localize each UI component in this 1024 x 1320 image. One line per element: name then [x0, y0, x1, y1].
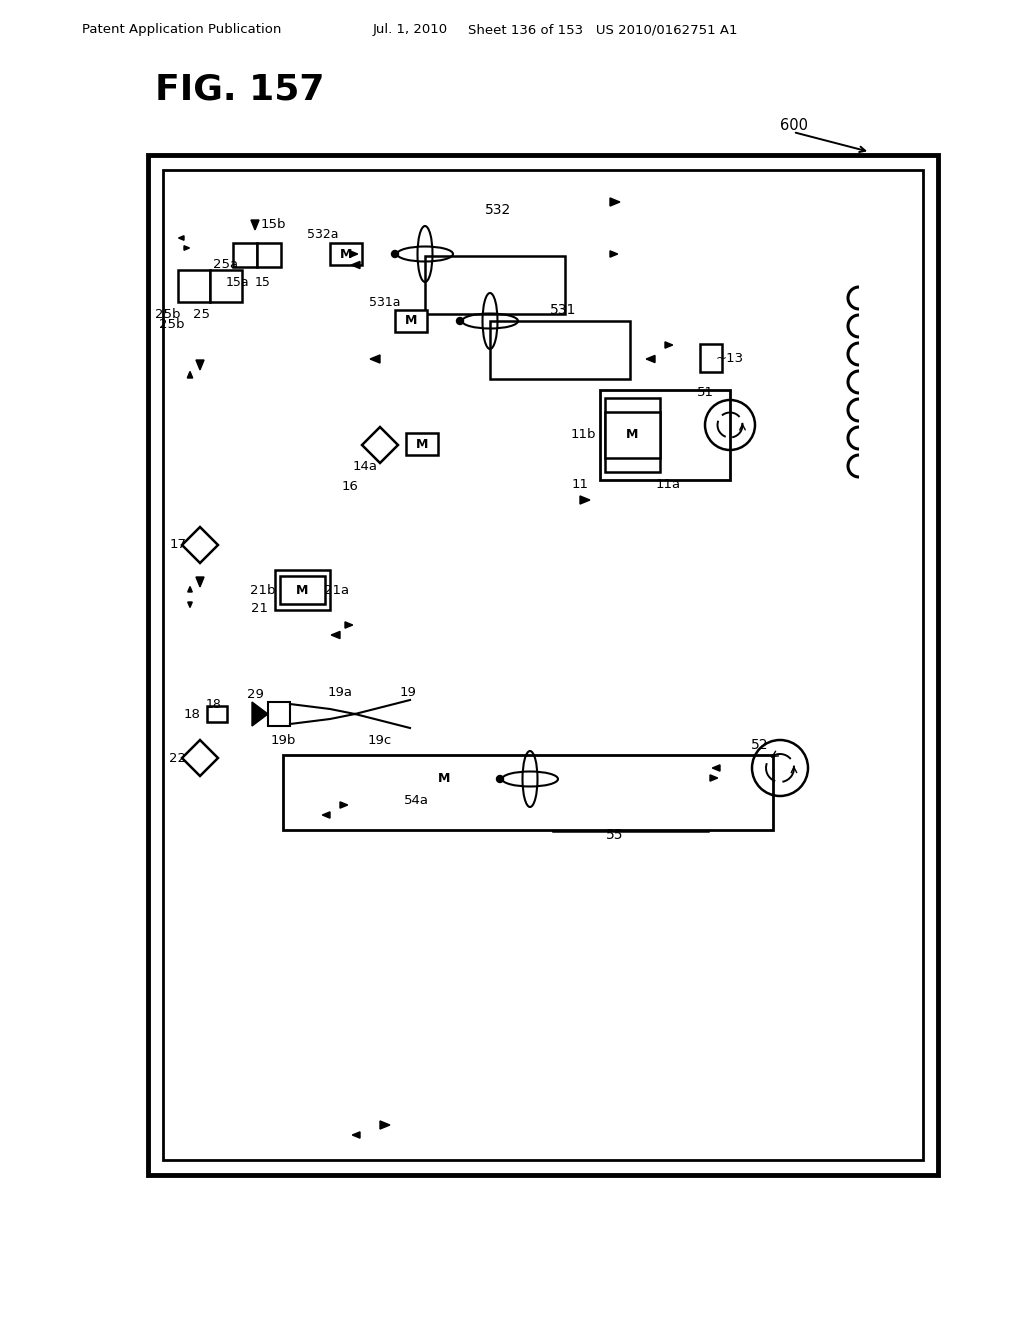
Polygon shape — [252, 702, 268, 726]
Text: 15a: 15a — [225, 276, 249, 289]
Text: 19c: 19c — [368, 734, 392, 747]
Polygon shape — [610, 198, 620, 206]
Polygon shape — [196, 360, 204, 370]
Text: 21b: 21b — [250, 583, 275, 597]
Bar — [207, 706, 227, 722]
Bar — [163, 170, 923, 1160]
Text: 11a: 11a — [655, 478, 681, 491]
Polygon shape — [610, 251, 617, 257]
Text: 25b: 25b — [156, 309, 181, 322]
Text: 14a: 14a — [352, 461, 378, 474]
Text: 55: 55 — [606, 828, 624, 842]
Bar — [178, 271, 210, 302]
Text: 11b: 11b — [570, 428, 596, 441]
Polygon shape — [178, 236, 184, 240]
Polygon shape — [340, 801, 348, 808]
Polygon shape — [713, 764, 720, 771]
Text: Jul. 1, 2010: Jul. 1, 2010 — [373, 24, 449, 37]
Text: FIG. 157: FIG. 157 — [155, 73, 325, 107]
Polygon shape — [196, 577, 204, 587]
Bar — [280, 576, 325, 605]
Text: M: M — [438, 772, 451, 785]
Text: 25a: 25a — [213, 259, 239, 272]
Polygon shape — [580, 496, 590, 504]
Polygon shape — [665, 342, 673, 348]
Bar — [700, 345, 722, 372]
Text: 19a: 19a — [328, 685, 352, 698]
Polygon shape — [710, 775, 718, 781]
Text: 531a: 531a — [370, 297, 400, 309]
Bar — [605, 399, 660, 473]
Polygon shape — [351, 261, 360, 268]
Text: 18: 18 — [183, 708, 201, 721]
Bar — [257, 243, 281, 267]
Bar — [490, 321, 630, 379]
Text: 11: 11 — [571, 478, 589, 491]
Bar — [428, 768, 460, 789]
Polygon shape — [352, 1131, 360, 1138]
Bar — [283, 755, 773, 830]
Polygon shape — [345, 622, 352, 628]
Text: 29: 29 — [247, 689, 263, 701]
Text: 16: 16 — [342, 480, 358, 494]
Polygon shape — [187, 586, 193, 591]
Text: 25: 25 — [194, 309, 211, 322]
Text: 19: 19 — [399, 685, 417, 698]
Bar — [275, 570, 330, 610]
Polygon shape — [187, 602, 193, 607]
Polygon shape — [187, 371, 193, 378]
Bar — [210, 271, 242, 302]
Text: 54a: 54a — [403, 793, 428, 807]
Polygon shape — [251, 220, 259, 230]
Polygon shape — [380, 1121, 390, 1129]
Text: 19b: 19b — [270, 734, 296, 747]
Polygon shape — [370, 355, 380, 363]
Text: M: M — [340, 248, 352, 260]
Circle shape — [457, 318, 464, 325]
Polygon shape — [350, 251, 357, 257]
Text: 600: 600 — [780, 117, 808, 132]
Text: 15: 15 — [255, 276, 271, 289]
Text: 18: 18 — [206, 697, 222, 710]
Bar — [553, 774, 708, 832]
Text: 21a: 21a — [325, 583, 349, 597]
Text: M: M — [627, 429, 639, 441]
Bar — [148, 154, 938, 1175]
Text: Sheet 136 of 153   US 2010/0162751 A1: Sheet 136 of 153 US 2010/0162751 A1 — [468, 24, 737, 37]
Text: 52: 52 — [752, 738, 769, 752]
Text: 531: 531 — [550, 304, 577, 317]
Text: 25b: 25b — [160, 318, 184, 331]
Bar — [395, 310, 427, 333]
Text: 532a: 532a — [307, 228, 339, 242]
Bar — [233, 243, 257, 267]
Text: 21: 21 — [251, 602, 267, 615]
Text: M: M — [404, 314, 417, 327]
Bar — [600, 389, 730, 480]
Text: M: M — [296, 583, 308, 597]
Text: 51: 51 — [696, 385, 714, 399]
Bar — [605, 412, 660, 458]
Text: 532: 532 — [485, 203, 511, 216]
Text: 22: 22 — [170, 751, 186, 764]
Bar — [268, 702, 290, 726]
Polygon shape — [646, 355, 655, 363]
Text: Patent Application Publication: Patent Application Publication — [82, 24, 282, 37]
Bar — [406, 433, 438, 455]
Text: 15b: 15b — [261, 219, 287, 231]
Bar — [425, 256, 565, 314]
Polygon shape — [184, 246, 189, 251]
Bar — [330, 243, 362, 265]
Text: 17: 17 — [170, 539, 186, 552]
Circle shape — [497, 776, 504, 783]
Circle shape — [391, 251, 398, 257]
Text: ~13: ~13 — [716, 351, 744, 364]
Text: M: M — [416, 437, 428, 450]
Polygon shape — [323, 812, 330, 818]
Polygon shape — [331, 631, 340, 639]
